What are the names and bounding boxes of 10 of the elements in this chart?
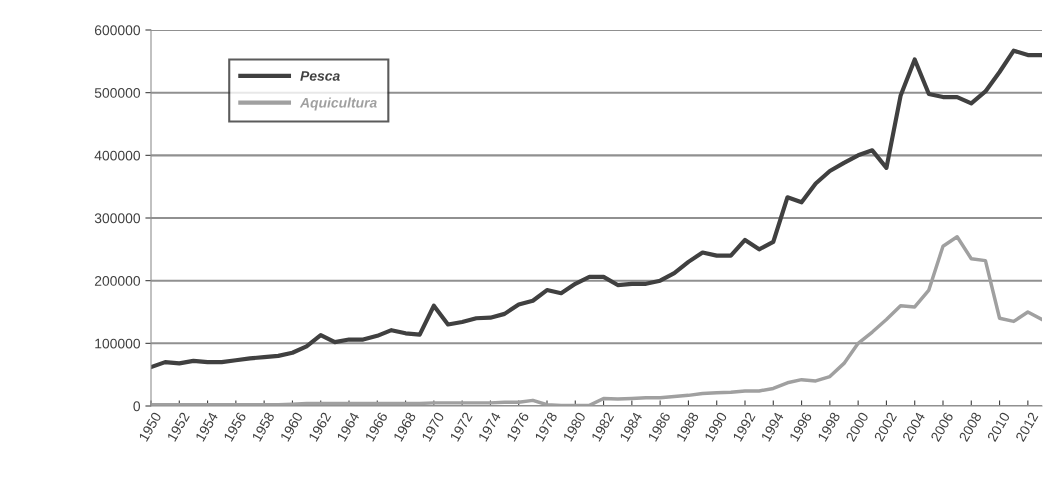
y-tick-label: 400000 [94, 150, 141, 161]
y-tick-label: 0 [133, 401, 141, 412]
y-tick-label: 500000 [94, 88, 141, 98]
line-series [151, 48, 1042, 370]
y-tick-label: 100000 [95, 338, 141, 349]
legend-label: Pesca [300, 71, 340, 81]
y-tick-label: 200000 [94, 276, 141, 286]
y-tick-label: 600000 [94, 25, 141, 36]
legend-label: Aquicultura [299, 97, 377, 111]
y-tick-label: 300000 [94, 213, 141, 224]
